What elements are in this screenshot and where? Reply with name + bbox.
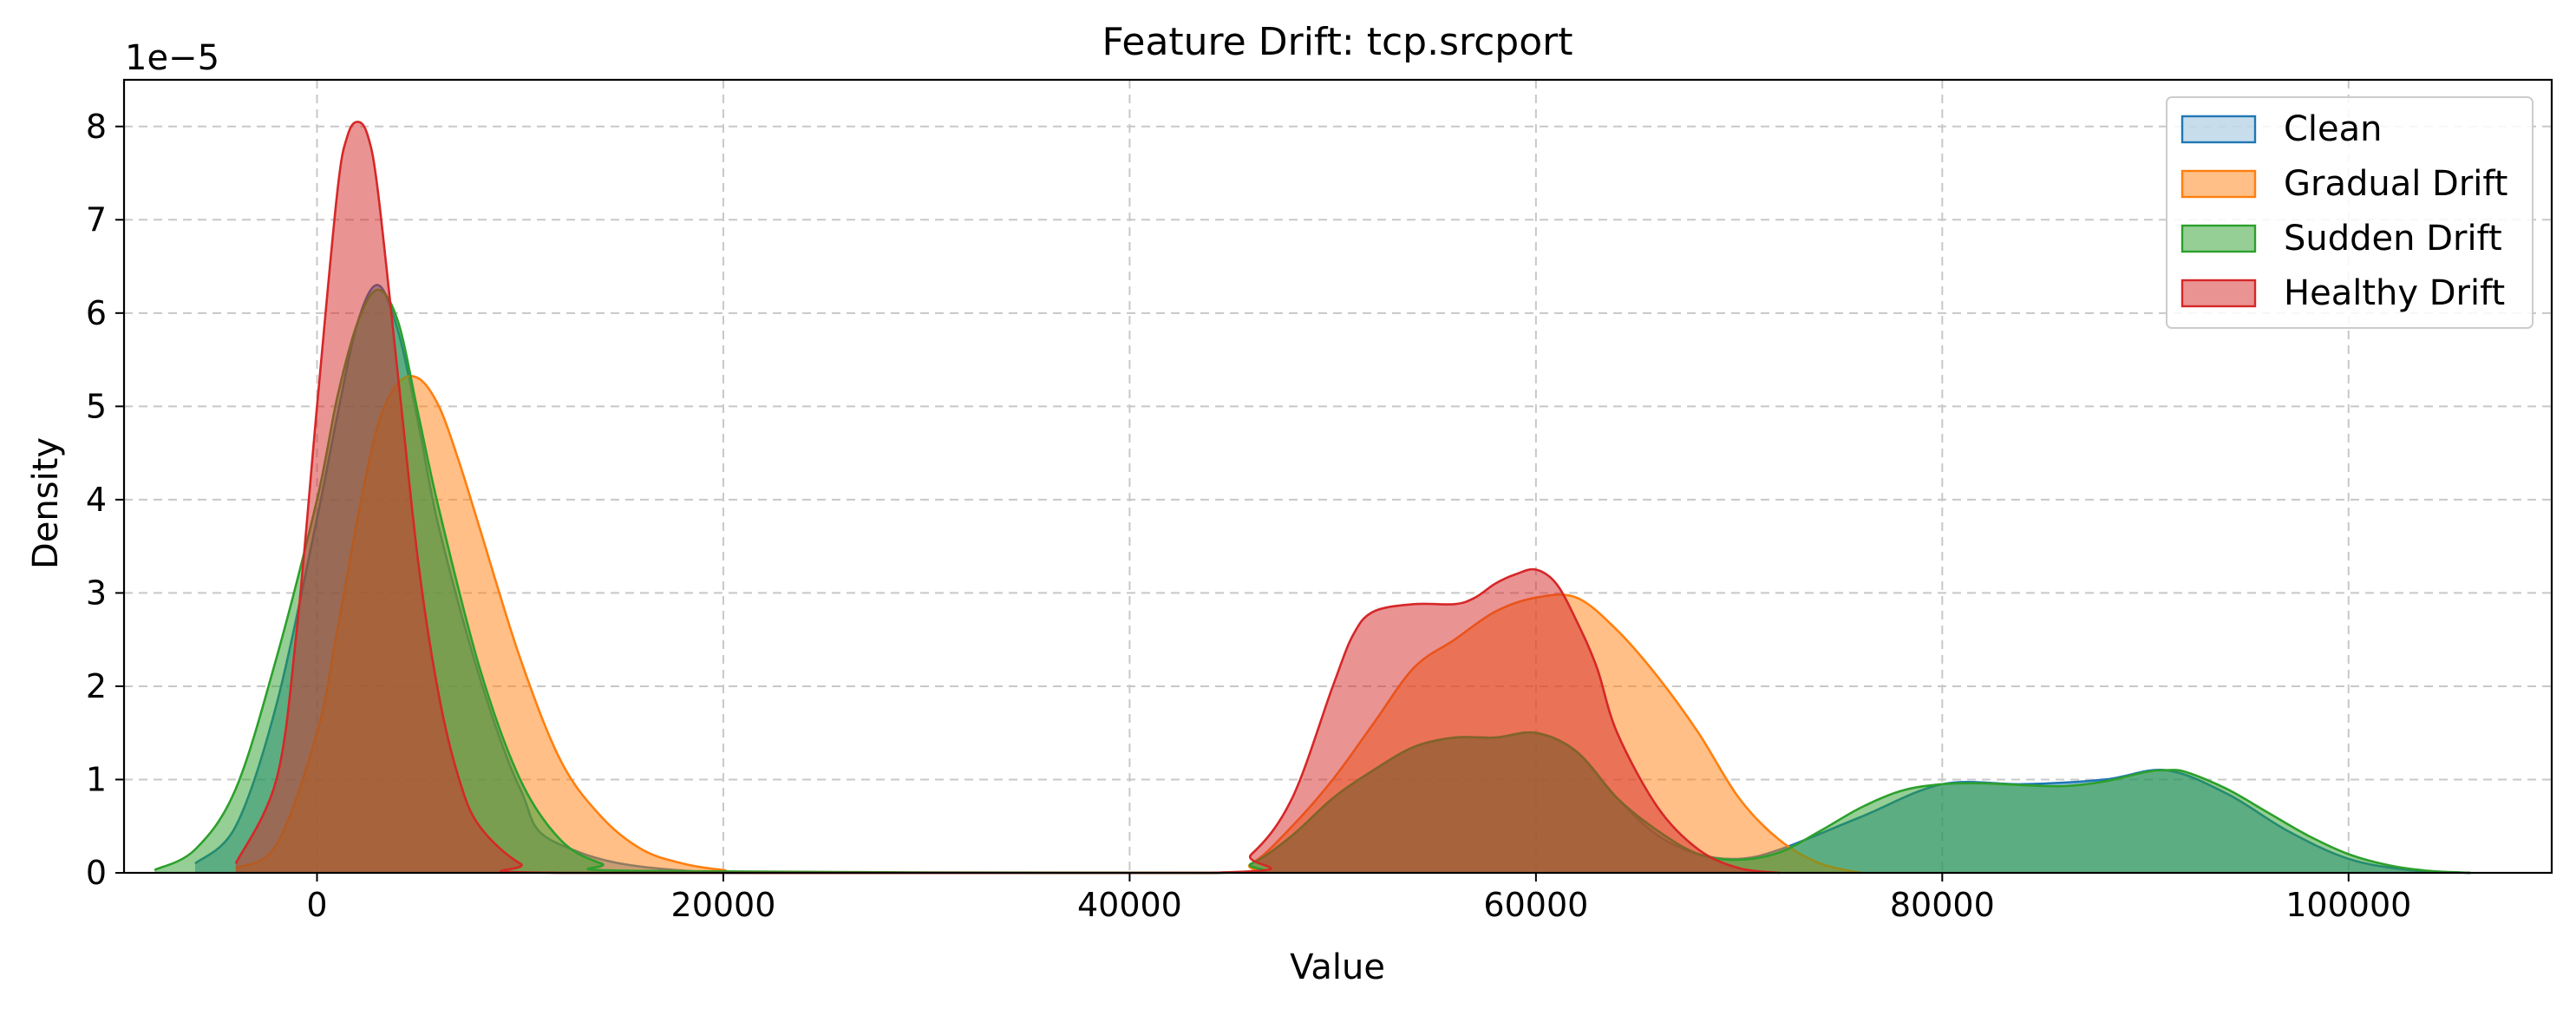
legend-label-healthy-drift: Healthy Drift [2284,273,2505,313]
y-tick-label: 0 [86,854,107,892]
y-tick-label: 8 [86,108,107,146]
legend-swatch-gradual-drift [2180,169,2257,199]
y-axis-scale-label: 1e−5 [125,38,219,78]
x-tick-label: 60000 [1483,886,1588,924]
y-tick-label: 2 [86,667,107,705]
series-areas [154,121,2471,875]
series-area-healthy-drift [235,121,1780,873]
x-tick-label: 0 [306,886,327,924]
x-axis-label: Value [1290,947,1385,987]
y-axis-label: Density [26,437,66,569]
y-axis-ticks: 0 1 2 3 4 5 6 7 8 [86,108,124,892]
legend-swatch-healthy-drift [2180,279,2257,308]
x-axis-ticks: 0 20000 40000 60000 80000 100000 [306,873,2411,924]
legend-swatch-clean [2180,115,2257,144]
y-tick-label: 3 [86,574,107,612]
legend-label-gradual-drift: Gradual Drift [2284,164,2507,204]
x-tick-label: 80000 [1890,886,1995,924]
x-tick-label: 100000 [2285,886,2411,924]
y-tick-label: 7 [86,200,107,239]
x-tick-label: 20000 [671,886,776,924]
legend-swatch-sudden-drift [2180,224,2257,253]
legend-label-clean: Clean [2284,109,2383,149]
y-tick-label: 1 [86,760,107,798]
y-tick-label: 6 [86,294,107,332]
legend-label-sudden-drift: Sudden Drift [2284,219,2502,259]
y-tick-label: 5 [86,387,107,425]
legend: Clean Gradual Drift Sudden Drift Healthy Dr… [2166,96,2534,329]
x-tick-label: 40000 [1077,886,1182,924]
legend-box [2166,96,2534,329]
y-tick-label: 4 [86,481,107,519]
chart-title: Feature Drift: tcp.srcport [1102,20,1572,64]
axes-frame [122,78,2553,875]
